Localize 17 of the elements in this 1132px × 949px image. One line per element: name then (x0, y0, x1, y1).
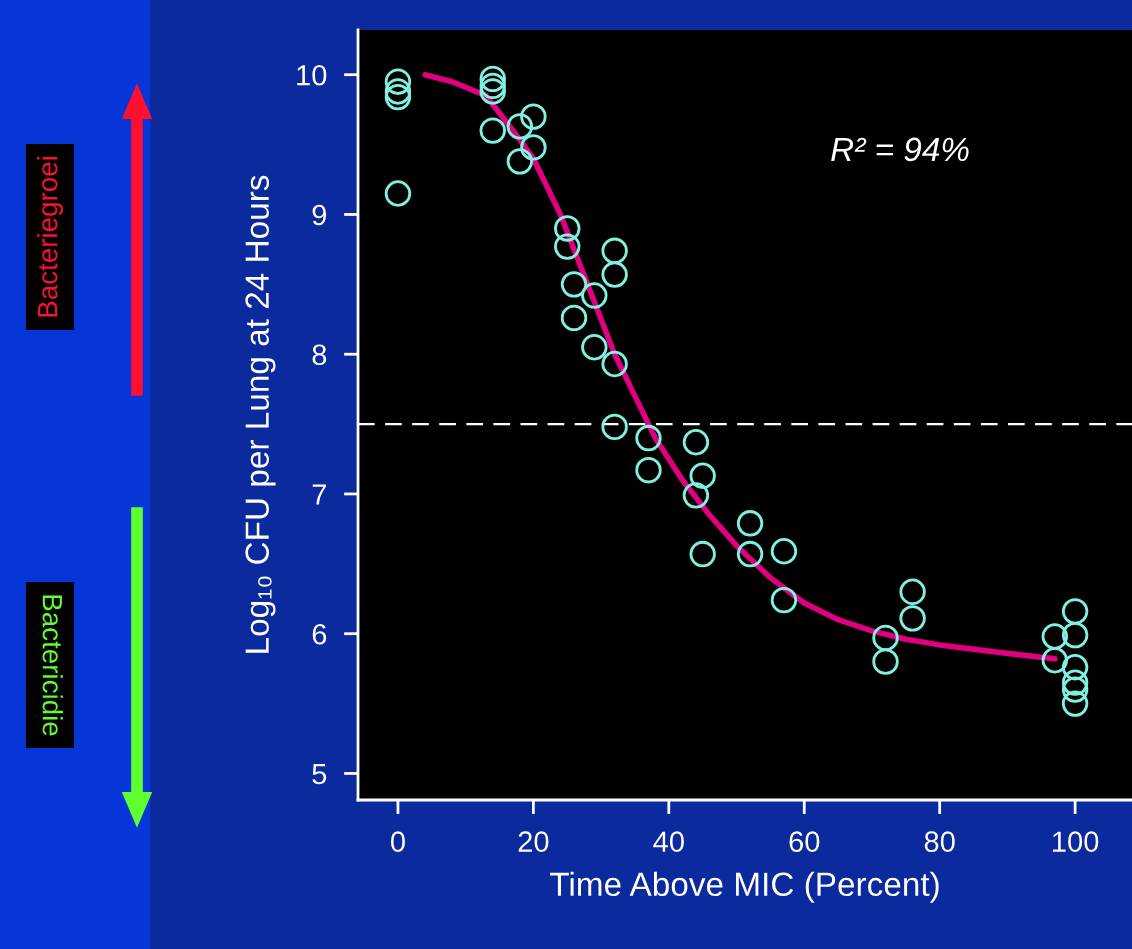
y-axis-title: Log₁₀ CFU per Lung at 24 Hours (245, 175, 276, 653)
y-tick-label: 8 (312, 344, 327, 366)
x-tick-label: 100 (1053, 831, 1099, 852)
y-tick-label: 10 (297, 64, 327, 86)
text: Bactericidie (42, 595, 63, 736)
x-tick-label: 60 (789, 831, 820, 852)
annotation: R² = 94% (831, 137, 969, 162)
text: Bacteriegroei (37, 157, 63, 317)
x-axis-title: Time Above MIC (Percent) (550, 871, 939, 903)
y-tick-label: 6 (312, 623, 327, 645)
x-tick-label: 80 (924, 831, 955, 852)
x-tick-label: 40 (653, 831, 684, 852)
y-tick-label: 7 (312, 484, 326, 505)
x-tick-label: 20 (518, 831, 549, 852)
y-tick-label: 5 (312, 763, 327, 785)
y-tick-label: 9 (312, 204, 327, 226)
x-tick-label: 0 (390, 831, 405, 852)
